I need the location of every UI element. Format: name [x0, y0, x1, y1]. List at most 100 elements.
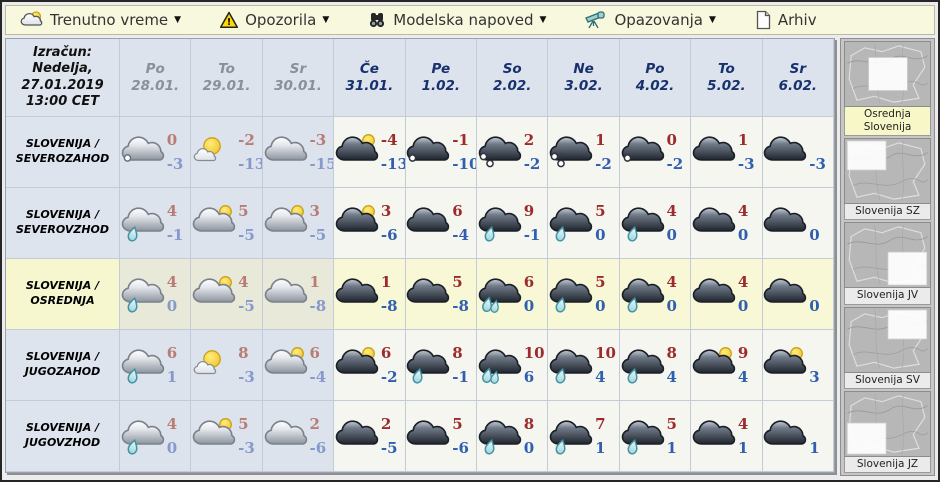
cloud-icon [763, 419, 807, 445]
forecast-cell: 1 -8 [334, 259, 406, 330]
temp-min: -5 [309, 226, 327, 244]
temperature-pair: 4 0 [167, 416, 191, 456]
forecast-cell: 0 -3 [120, 117, 192, 188]
content-area: Izračun: Nedelja, 27.01.2019 13:00 CET P… [5, 38, 935, 476]
cloud-sun-icon [692, 346, 736, 374]
temperature-pair: 1 -3 [738, 132, 762, 172]
temp-max: 2 [380, 415, 392, 433]
cloud-icon [406, 277, 450, 303]
menu-item-opozorila[interactable]: ! Opozorila ▼ [219, 10, 329, 30]
temp-max: 5 [452, 415, 463, 433]
temperature-pair: 4 -5 [238, 274, 262, 314]
menu-item-arhiv[interactable]: Arhiv [754, 10, 817, 30]
forecast-cell: 4 0 [619, 188, 692, 259]
temperature-pair: 8 -1 [452, 345, 476, 385]
temperature-pair: 2 -2 [524, 132, 548, 172]
temperature-pair: 7 1 [595, 416, 619, 456]
temp-min: 0 [737, 226, 749, 244]
cloud-snow-icon [121, 135, 164, 162]
cloud-icon [335, 277, 379, 303]
temp-min: -10 [452, 155, 477, 173]
forecast-cell: 6 0 [477, 259, 549, 330]
temp-max: 4 [166, 202, 178, 220]
forecast-cell: -1 -10 [405, 117, 477, 188]
forecast-cell: 4 0 [619, 259, 692, 330]
forecast-cell: 0 -2 [619, 117, 692, 188]
forecast-cell: 3 -6 [334, 188, 406, 259]
temperature-pair: 5 -8 [452, 274, 476, 314]
temp-min: -1 [166, 226, 184, 244]
temp-min: -3 [238, 368, 255, 386]
temp-min: 4 [595, 368, 606, 386]
cloud-sun-icon [192, 204, 236, 232]
forecast-cell: 0 [762, 259, 834, 330]
forecast-cell: 4 0 [691, 259, 763, 330]
temp-max: 4 [238, 273, 249, 291]
temp-max: 8 [523, 415, 535, 433]
menu-item-trenutno-vreme[interactable]: Trenutno vreme ▼ [20, 10, 181, 30]
temp-max: 6 [309, 344, 320, 362]
temp-max: 5 [595, 202, 606, 220]
forecast-cell: 1 -3 [691, 117, 763, 188]
temp-min: -13 [380, 155, 406, 173]
cloud-sun-icon [20, 10, 44, 30]
cloud-snow-icon [406, 135, 450, 162]
temp-max: 4 [737, 415, 749, 433]
temp-max: 9 [523, 202, 535, 220]
temp-min: 0 [166, 297, 178, 315]
map-link-nw[interactable]: Slovenija SZ [844, 138, 931, 221]
chevron-down-icon: ▼ [539, 15, 547, 25]
temp-min: -4 [452, 226, 469, 244]
forecast-cell: 10 6 [477, 330, 549, 401]
menu-item-label: Modelska napoved [393, 11, 534, 29]
forecast-cell: 3 -5 [262, 188, 335, 259]
map-link-se[interactable]: Slovenija JV [844, 222, 931, 305]
temp-max: 5 [238, 415, 249, 433]
cloud-icon [692, 206, 736, 232]
temp-min: 0 [523, 439, 535, 457]
slovenia-map-thumbnail [844, 306, 931, 373]
cloud-sun-icon [192, 275, 236, 303]
map-label: Slovenija JZ [844, 456, 931, 473]
temp-min: 0 [595, 297, 606, 315]
cloud-snow-icon [621, 135, 664, 162]
menu-item-modelska-napoved[interactable]: Modelska napoved ▼ [367, 10, 546, 30]
temperature-pair: 5 -5 [238, 203, 262, 243]
temperature-pair: -1 -10 [452, 132, 476, 172]
region-map-sidebar: Osrednja Slovenija Slovenija SZ Slovenij… [840, 38, 935, 476]
forecast-cell: 8 -1 [405, 330, 477, 401]
forecast-cell: 4 0 [120, 259, 192, 330]
forecast-cell: 9 -1 [477, 188, 549, 259]
temperature-pair: 0 -2 [667, 132, 691, 172]
cloud-icon [335, 419, 379, 445]
temperature-pair: 6 -4 [452, 203, 476, 243]
temp-min: -6 [452, 439, 469, 457]
forecast-cell: 6 1 [120, 330, 192, 401]
cloud-rain-icon [121, 348, 164, 384]
forecast-cell: 1 -2 [548, 117, 620, 188]
cloud-icon [763, 206, 807, 232]
temperature-pair: -2 -13 [238, 132, 262, 172]
temperature-pair: 10 4 [595, 345, 619, 385]
menu-item-label: Arhiv [777, 11, 817, 29]
temperature-pair: 1 -8 [381, 274, 405, 314]
map-link-sw[interactable]: Slovenija JZ [844, 390, 931, 473]
temp-max: 4 [666, 273, 677, 291]
map-link-ne[interactable]: Slovenija SV [844, 306, 931, 389]
region-label: SLOVENIJA / JUGOVZHOD [6, 401, 120, 472]
cloud-rain2-icon [478, 348, 521, 384]
menu-item-opazovanja[interactable]: Opazovanja ▼ [584, 10, 716, 30]
temp-min: 1 [595, 439, 606, 457]
temp-min: 0 [595, 226, 606, 244]
cloud-icon [406, 206, 450, 232]
forecast-cell: 4 1 [691, 401, 763, 472]
cloud-icon [264, 277, 307, 303]
cloud-sun-icon [763, 346, 807, 374]
temp-min: 0 [666, 226, 677, 244]
temp-min: -3 [166, 155, 184, 173]
forecast-cell: 2 -2 [477, 117, 549, 188]
forecast-cell: 3 [762, 330, 834, 401]
map-link-center[interactable]: Osrednja Slovenija [844, 41, 931, 137]
map-label: Slovenija SV [844, 372, 931, 389]
temperature-pair: 1 [809, 416, 833, 456]
